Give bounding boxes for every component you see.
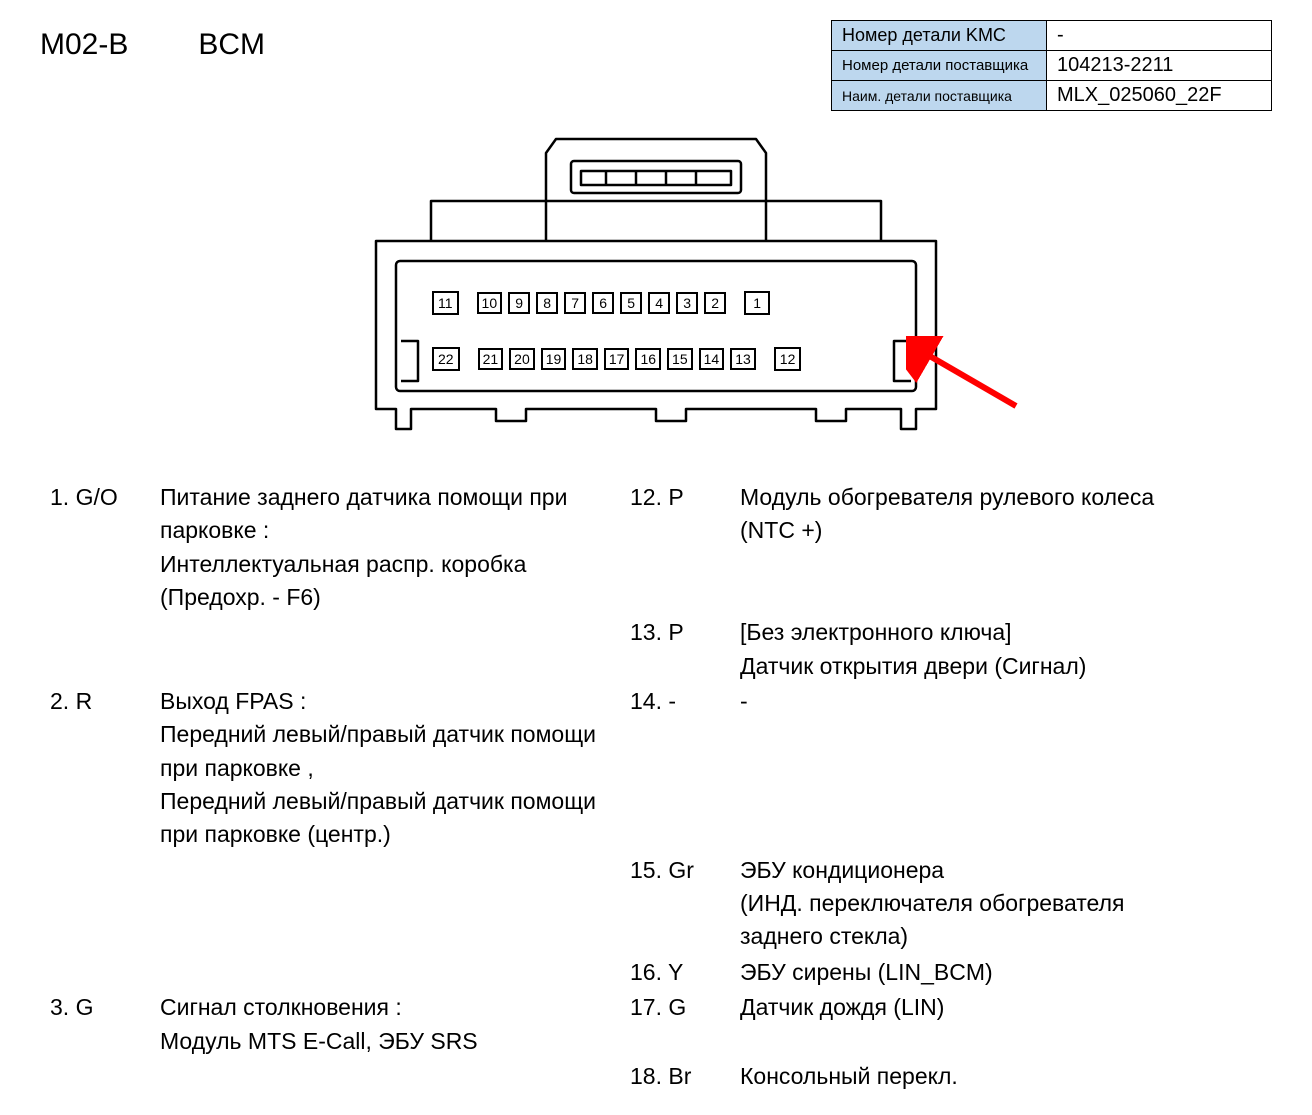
pin-desc xyxy=(160,854,620,956)
pin-num: 15. Gr xyxy=(630,854,730,956)
connector-diagram: 11 10 9 8 7 6 5 4 3 2 1 22 21 20 19 18 1… xyxy=(346,131,966,451)
pin-label: 13 xyxy=(730,348,756,370)
pin-label: 5 xyxy=(620,292,642,314)
pin-label: 16 xyxy=(635,348,661,370)
title-block: M02-B BCM xyxy=(40,20,265,62)
info-value: 104213-2211 xyxy=(1047,51,1272,81)
table-row: Номер детали KMC - xyxy=(832,21,1272,51)
pin-desc: ЭБУ сирены (LIN_BCM) xyxy=(740,956,1200,991)
info-label: Номер детали KMC xyxy=(832,21,1047,51)
pin-label: 10 xyxy=(477,292,503,314)
pin-label: 7 xyxy=(564,292,586,314)
pin-num: 17. G xyxy=(630,991,730,1060)
info-label: Наим. детали поставщика xyxy=(832,81,1047,111)
pin-desc: Питание заднего датчика помощи при парко… xyxy=(160,481,620,616)
pin-desc: Сигнал столкновения :Модуль MTS E-Call, … xyxy=(160,991,620,1060)
pin-desc: Датчик дождя (LIN) xyxy=(740,991,1200,1060)
info-table: Номер детали KMC - Номер детали поставщи… xyxy=(831,20,1272,111)
pin-num xyxy=(50,956,150,991)
pin-desc xyxy=(160,1060,620,1095)
pin-num: 12. P xyxy=(630,481,730,616)
pin-desc: Выход FPAS :Передний левый/правый датчик… xyxy=(160,685,620,854)
pin-num: 16. Y xyxy=(630,956,730,991)
connector-name: BCM xyxy=(198,28,265,62)
table-row: Наим. детали поставщика MLX_025060_22F xyxy=(832,81,1272,111)
pin-num: 2. R xyxy=(50,685,150,854)
pinout-grid: 1. G/O Питание заднего датчика помощи пр… xyxy=(40,481,1272,1095)
connector-code: M02-B xyxy=(40,28,128,62)
pin-label: 22 xyxy=(432,347,460,371)
pin-desc xyxy=(160,956,620,991)
info-value: - xyxy=(1047,21,1272,51)
arrow-icon xyxy=(906,336,1026,416)
pin-desc: Консольный перекл. xyxy=(740,1060,1200,1095)
pin-label: 4 xyxy=(648,292,670,314)
header-row: M02-B BCM Номер детали KMC - Номер детал… xyxy=(40,20,1272,111)
pin-label: 12 xyxy=(774,347,802,371)
pin-label: 19 xyxy=(541,348,567,370)
pin-num: 18. Br xyxy=(630,1060,730,1095)
pin-label: 1 xyxy=(744,291,770,315)
pin-desc: [Без электронного ключа]Датчик открытия … xyxy=(740,616,1200,685)
pin-num xyxy=(50,616,150,685)
pin-row-bottom: 22 21 20 19 18 17 16 15 14 13 12 xyxy=(432,347,801,371)
info-value: MLX_025060_22F xyxy=(1047,81,1272,111)
pin-num xyxy=(50,1060,150,1095)
pin-num: 14. - xyxy=(630,685,730,854)
pin-desc xyxy=(160,616,620,685)
pin-label: 14 xyxy=(699,348,725,370)
pin-num: 1. G/O xyxy=(50,481,150,616)
table-row: Номер детали поставщика 104213-2211 xyxy=(832,51,1272,81)
pin-num: 13. P xyxy=(630,616,730,685)
pin-label: 8 xyxy=(536,292,558,314)
pin-num: 3. G xyxy=(50,991,150,1060)
pin-row-top: 11 10 9 8 7 6 5 4 3 2 1 xyxy=(432,291,770,315)
pin-label: 9 xyxy=(508,292,530,314)
pin-label: 20 xyxy=(509,348,535,370)
pin-label: 2 xyxy=(704,292,726,314)
pin-num xyxy=(50,854,150,956)
pin-label: 11 xyxy=(432,291,459,315)
pin-label: 15 xyxy=(667,348,693,370)
pin-label: 3 xyxy=(676,292,698,314)
pin-label: 17 xyxy=(604,348,630,370)
pin-label: 21 xyxy=(478,348,504,370)
pin-label: 6 xyxy=(592,292,614,314)
info-label: Номер детали поставщика xyxy=(832,51,1047,81)
pin-desc: Модуль обогревателя рулевого колеса (NTC… xyxy=(740,481,1200,616)
pin-desc: ЭБУ кондиционера(ИНД. переключателя обог… xyxy=(740,854,1200,956)
pin-label: 18 xyxy=(572,348,598,370)
pin-desc: - xyxy=(740,685,1200,854)
